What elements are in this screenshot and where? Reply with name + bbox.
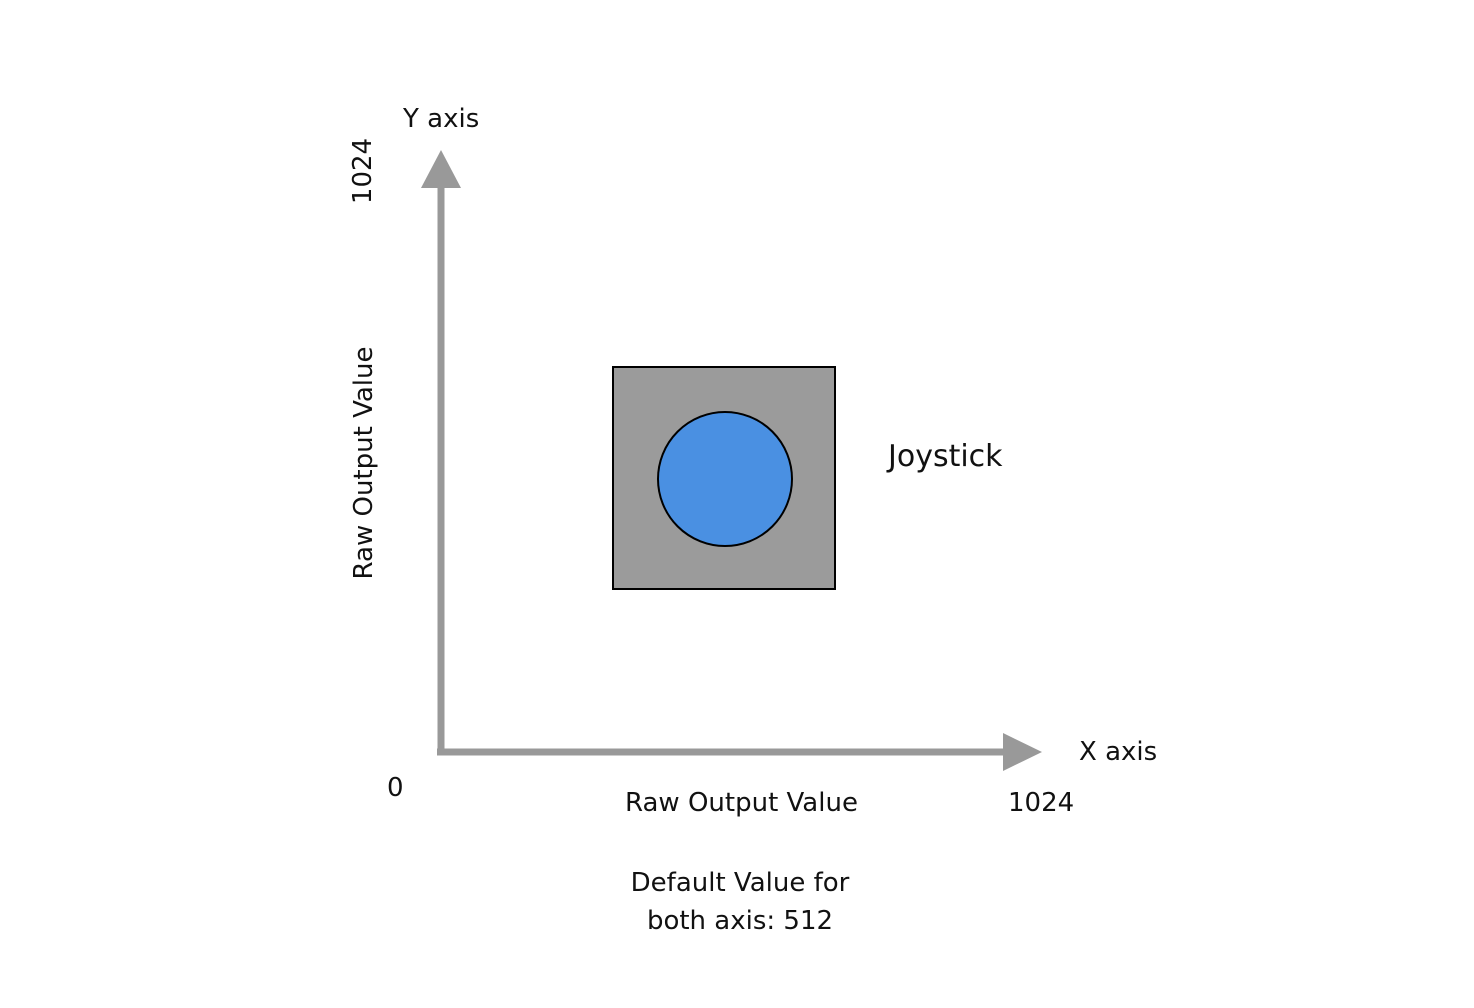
x-axis-name: X axis [1079,737,1158,767]
default-value-note-line2: both axis: 512 [646,906,834,936]
default-value-note-line1: Default Value for [630,868,850,898]
origin-label: 0 [387,773,404,803]
y-axis-max-label: 1024 [348,137,378,205]
joystick-knob [657,411,793,547]
default-value-note: Default Value for both axis: 512 [590,864,890,940]
y-axis-name: Y axis [403,104,480,134]
y-axis-label: Raw Output Value [349,346,379,580]
y-axis-arrowhead [421,150,461,188]
joystick-label: Joystick [888,439,1003,474]
x-axis-max-label: 1024 [1008,788,1075,818]
x-axis-label: Raw Output Value [625,788,858,818]
x-axis-arrowhead [1003,733,1042,771]
